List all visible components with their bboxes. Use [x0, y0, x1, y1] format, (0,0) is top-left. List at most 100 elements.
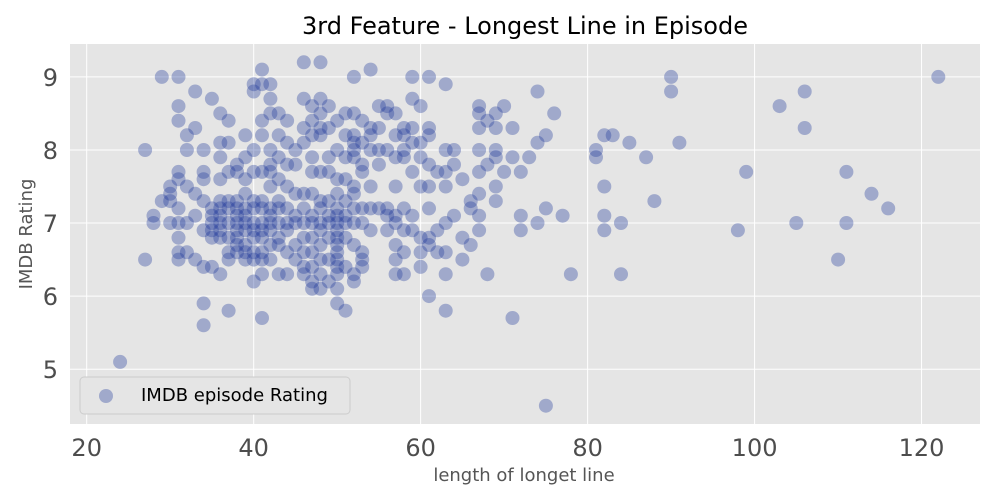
data-point	[330, 208, 345, 223]
grid-lines	[70, 44, 980, 424]
data-point	[296, 230, 311, 245]
data-point	[438, 216, 453, 230]
chart-title: 3rd Feature - Longest Line in Episode	[302, 12, 748, 40]
data-point	[346, 135, 361, 150]
data-point	[538, 201, 553, 216]
data-point	[338, 216, 353, 230]
data-point	[330, 281, 345, 296]
data-point	[238, 208, 253, 223]
data-point	[405, 121, 420, 135]
data-point	[380, 223, 395, 238]
data-point	[213, 201, 228, 216]
data-point	[171, 164, 186, 179]
data-point	[413, 135, 428, 150]
data-point	[255, 230, 269, 245]
data-point	[313, 106, 328, 121]
data-point	[263, 201, 278, 216]
data-point	[171, 245, 186, 260]
data-point	[330, 223, 345, 238]
data-point	[338, 259, 353, 274]
data-point	[371, 201, 386, 216]
data-point	[305, 186, 320, 201]
data-point	[280, 245, 295, 260]
data-point	[355, 113, 370, 128]
data-point	[321, 194, 336, 209]
data-point	[530, 84, 545, 99]
data-point	[221, 135, 236, 150]
data-point	[321, 230, 336, 245]
data-point	[438, 164, 453, 179]
data-point	[221, 194, 236, 209]
data-point	[422, 128, 436, 143]
data-point	[422, 69, 436, 84]
data-point	[355, 259, 370, 274]
legend: IMDB episode Rating	[79, 376, 351, 415]
data-point	[246, 143, 261, 157]
data-point	[171, 230, 186, 245]
data-points	[113, 55, 946, 413]
data-point	[605, 128, 620, 143]
x-tick-label: 80	[572, 434, 603, 462]
data-point	[238, 128, 253, 143]
data-point	[330, 186, 345, 201]
data-point	[472, 106, 487, 121]
data-point	[280, 135, 295, 150]
data-point	[188, 208, 203, 223]
data-point	[221, 303, 236, 318]
data-point	[196, 318, 211, 333]
data-point	[321, 150, 336, 165]
data-point	[305, 281, 320, 296]
data-point	[639, 150, 654, 165]
data-point	[513, 164, 528, 179]
data-point	[330, 113, 345, 128]
x-axis-label: length of longet line	[433, 465, 614, 486]
data-point	[238, 238, 253, 252]
data-point	[188, 121, 203, 135]
data-point	[463, 194, 478, 209]
data-point	[396, 267, 411, 282]
data-point	[154, 194, 169, 209]
data-point	[430, 245, 445, 260]
data-point	[396, 223, 411, 238]
data-point	[171, 252, 186, 267]
data-point	[288, 216, 303, 230]
data-point	[271, 150, 286, 165]
data-point	[280, 113, 295, 128]
data-point	[430, 164, 445, 179]
data-point	[263, 77, 278, 92]
data-point	[839, 216, 854, 230]
data-point	[355, 135, 370, 150]
data-point	[797, 84, 812, 99]
data-point	[246, 84, 261, 99]
data-point	[255, 194, 269, 209]
data-point	[313, 194, 328, 209]
data-point	[530, 216, 545, 230]
data-point	[330, 245, 345, 260]
data-point	[213, 267, 228, 282]
data-point	[255, 201, 269, 216]
data-point	[221, 230, 236, 245]
data-point	[463, 201, 478, 216]
data-point	[497, 99, 512, 114]
data-point	[196, 143, 211, 157]
data-point	[931, 69, 946, 84]
data-point	[255, 223, 269, 238]
data-point	[355, 245, 370, 260]
y-tick-label: 9	[43, 64, 58, 92]
data-point	[238, 172, 253, 187]
data-point	[513, 208, 528, 223]
data-point	[288, 238, 303, 252]
data-point	[396, 143, 411, 157]
data-point	[113, 354, 128, 369]
data-point	[246, 216, 261, 230]
data-point	[338, 230, 353, 245]
data-point	[455, 230, 470, 245]
data-point	[355, 157, 370, 172]
data-point	[330, 172, 345, 187]
data-point	[388, 216, 403, 230]
data-point	[488, 179, 503, 194]
data-point	[363, 179, 378, 194]
data-point	[271, 172, 286, 187]
data-point	[338, 128, 353, 143]
